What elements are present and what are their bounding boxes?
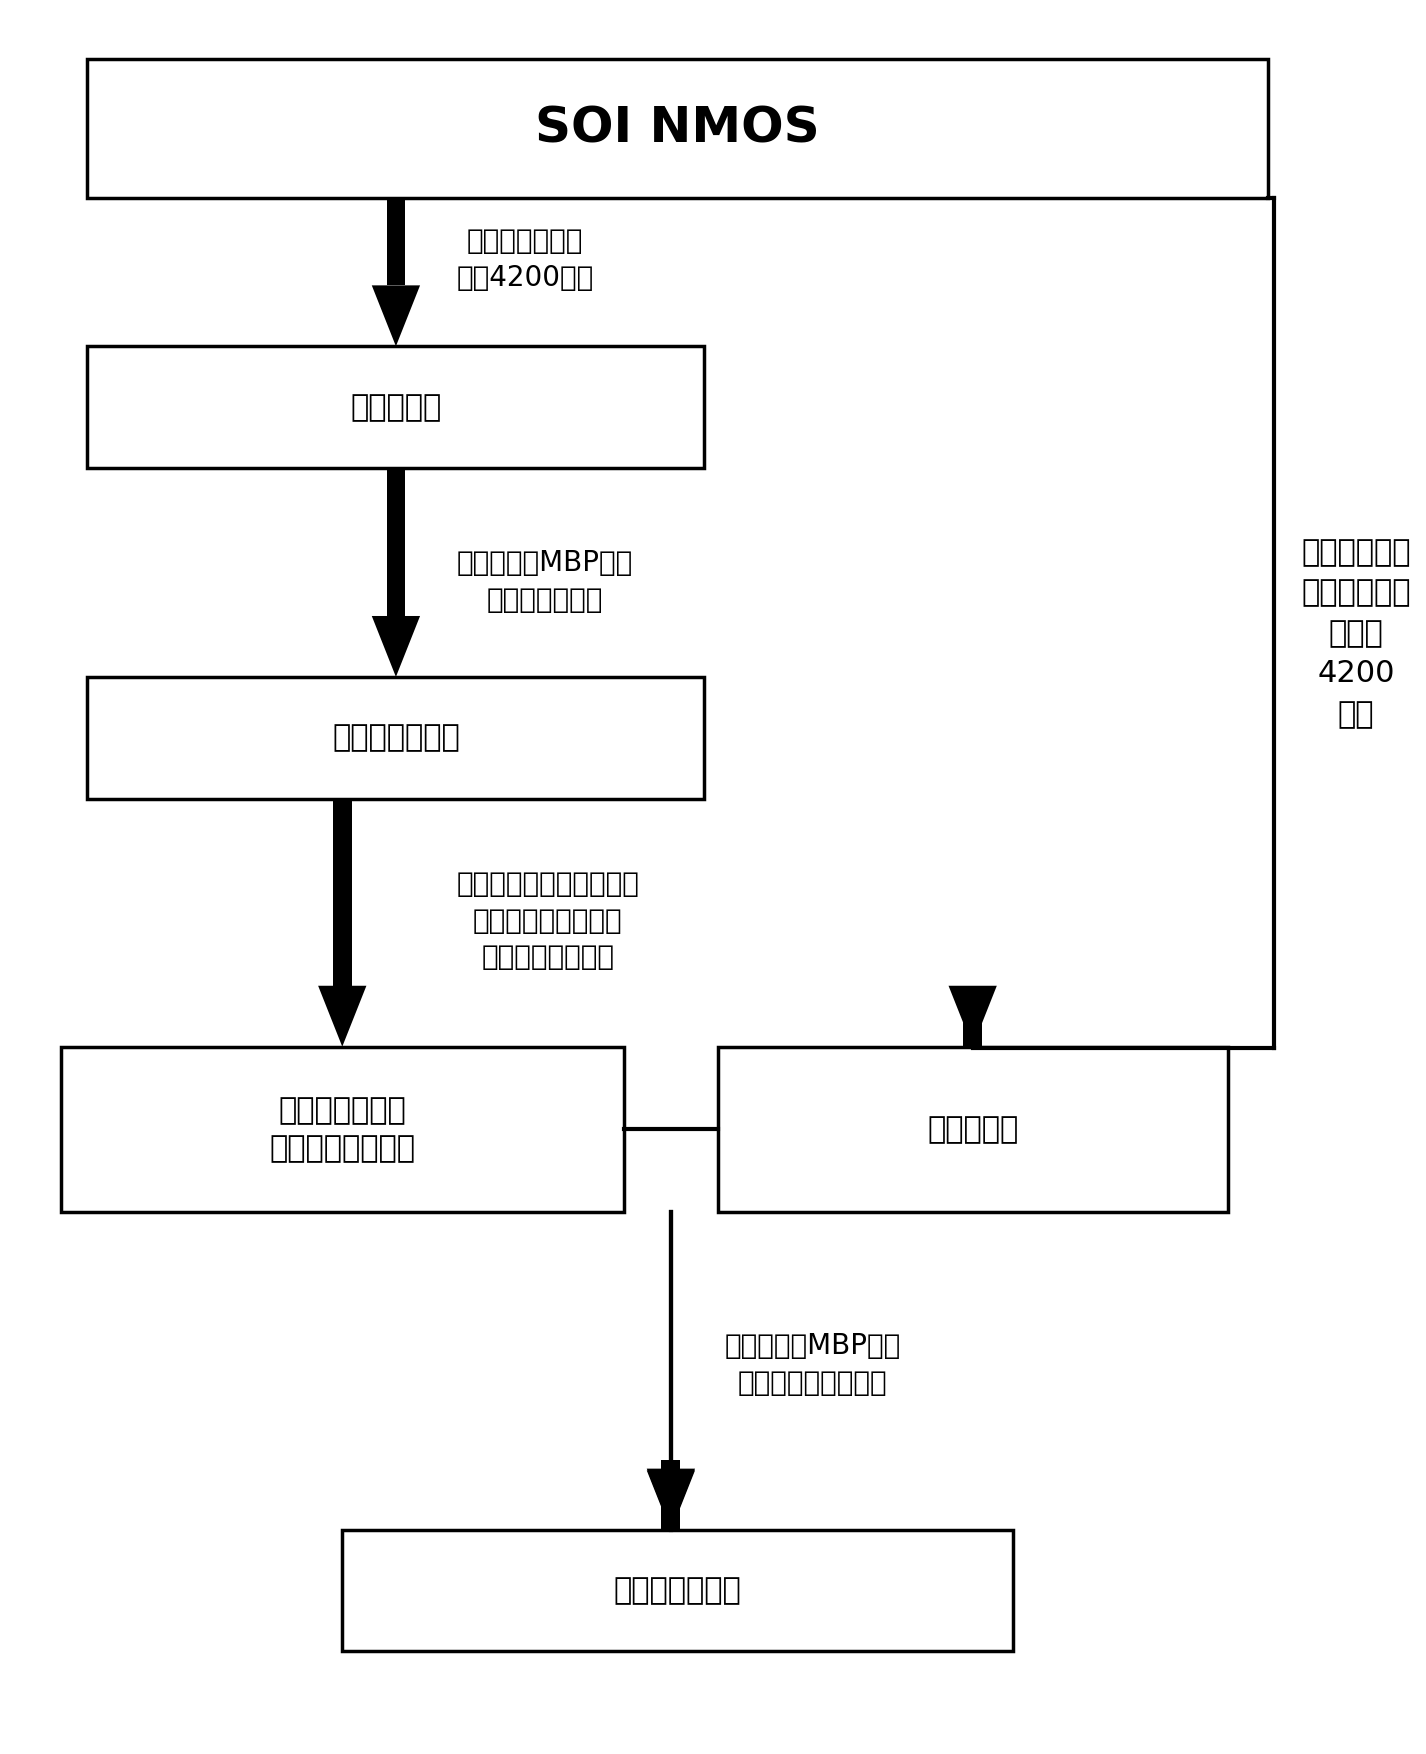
- Polygon shape: [647, 1470, 694, 1531]
- Polygon shape: [647, 1468, 694, 1529]
- Text: 总剂量辐照模型: 总剂量辐照模型: [613, 1575, 742, 1605]
- Polygon shape: [372, 286, 421, 346]
- Bar: [386, 468, 405, 616]
- Text: 用提参软件MBP提取
总剂量辐照模型参数: 用提参软件MBP提取 总剂量辐照模型参数: [724, 1331, 901, 1396]
- Polygon shape: [318, 986, 366, 1047]
- Bar: [662, 1459, 680, 1468]
- Text: 辐照前模型参数: 辐照前模型参数: [332, 723, 459, 752]
- Bar: [87, 60, 1268, 198]
- Text: 辐照前数据: 辐照前数据: [351, 393, 442, 421]
- Bar: [60, 1047, 625, 1212]
- Bar: [87, 677, 704, 798]
- Text: 总剂量辐照后
用半导体参数
测试仪
4200
测试: 总剂量辐照后 用半导体参数 测试仪 4200 测试: [1302, 538, 1410, 730]
- Text: 加入与总剂量相关的参数
形成总剂量辐照模型
（含有未知参数）: 加入与总剂量相关的参数 形成总剂量辐照模型 （含有未知参数）: [456, 870, 639, 972]
- Bar: [342, 1529, 1012, 1651]
- Text: 总剂量辐照模型
（含有未知参数）: 总剂量辐照模型 （含有未知参数）: [270, 1096, 415, 1163]
- Text: 用半导体参数测
试仪4200测试: 用半导体参数测 试仪4200测试: [456, 226, 593, 291]
- Bar: [964, 986, 983, 1047]
- Bar: [717, 1047, 1228, 1212]
- Text: SOI NMOS: SOI NMOS: [535, 105, 820, 153]
- Bar: [87, 346, 704, 468]
- Bar: [386, 198, 405, 286]
- Polygon shape: [372, 616, 421, 677]
- Text: 辐照后数据: 辐照后数据: [927, 1116, 1018, 1144]
- Polygon shape: [948, 986, 997, 1047]
- Bar: [332, 798, 352, 986]
- Text: 用提参软件MBP提取
辐照前模型参数: 用提参软件MBP提取 辐照前模型参数: [456, 549, 633, 614]
- Bar: [662, 1470, 680, 1529]
